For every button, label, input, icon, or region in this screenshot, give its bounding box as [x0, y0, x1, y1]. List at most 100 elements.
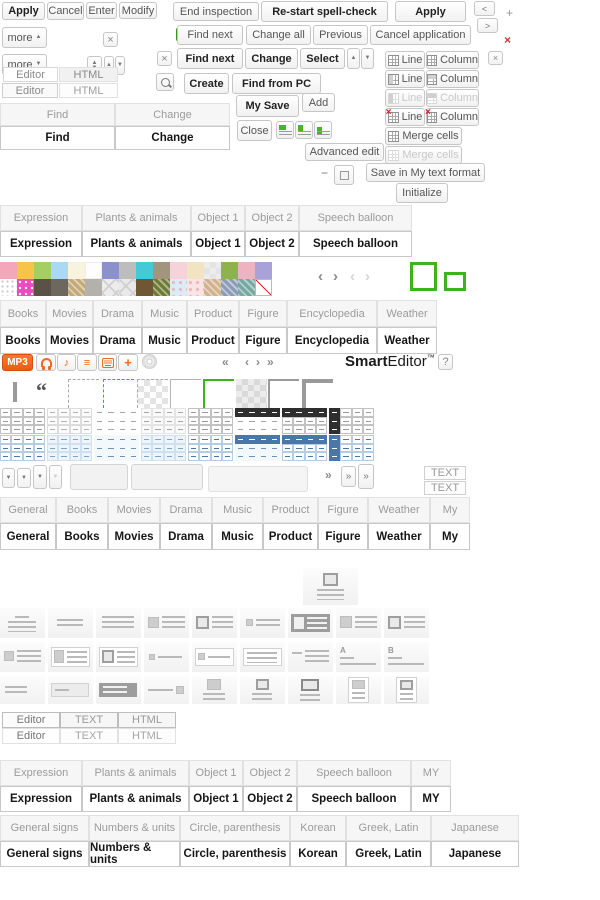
audio-button[interactable] [36, 354, 56, 371]
bg-swatch[interactable] [102, 262, 119, 279]
tab-music[interactable]: Music [142, 300, 187, 327]
layout-thumb[interactable] [288, 676, 333, 704]
find-next-button-bold[interactable]: Find next [177, 48, 243, 69]
bg-swatch[interactable] [153, 262, 170, 279]
table-style-thumb-blue-column[interactable] [329, 435, 374, 461]
layout-thumb[interactable] [0, 676, 45, 704]
music-note-button[interactable]: ♪ [57, 354, 76, 371]
add-media-button[interactable]: + [118, 354, 138, 371]
border-style-thin-gray[interactable] [170, 379, 201, 408]
tab-numbers-units-active[interactable]: Numbers & units [89, 841, 180, 867]
add-button[interactable]: Add [302, 93, 335, 112]
resize-handle-button[interactable] [334, 165, 354, 185]
table-style-thumb[interactable] [188, 408, 233, 434]
plus-icon[interactable]: + [506, 6, 514, 20]
tab-drama-active[interactable]: Drama [93, 327, 142, 354]
border-style-green[interactable] [203, 379, 234, 408]
align-style-1-button[interactable] [276, 121, 294, 139]
bg-swatch-pattern[interactable] [221, 279, 238, 296]
save-my-text-format-button[interactable]: Save in My text format [366, 163, 485, 182]
tab-music-active[interactable]: Music [142, 327, 187, 354]
tab-object1-2[interactable]: Object 1 [189, 760, 243, 786]
tab-object1[interactable]: Object 1 [191, 205, 245, 231]
change-button-bold[interactable]: Change [245, 48, 298, 69]
tab-product[interactable]: Product [187, 300, 239, 327]
tab-greek-latin-active[interactable]: Greek, Latin [346, 841, 431, 867]
tab-product-active[interactable]: Product [187, 327, 239, 354]
tab-books2[interactable]: Books [56, 497, 108, 523]
table-style-thumb-blue[interactable] [47, 435, 92, 461]
tab-general-signs-active[interactable]: General signs [0, 841, 89, 867]
tab-change[interactable]: Change [115, 103, 230, 126]
tab-drama2-active[interactable]: Drama [160, 523, 212, 550]
bg-swatch[interactable] [119, 262, 136, 279]
table-style-thumb-dark-header[interactable] [282, 408, 327, 434]
table-style-thumb-blue[interactable] [141, 435, 186, 461]
tab-product2-active[interactable]: Product [263, 523, 318, 550]
bg-swatch[interactable] [85, 262, 102, 279]
layout-thumb[interactable] [0, 608, 45, 638]
playlist-button[interactable]: ≡ [77, 354, 97, 371]
layout-thumb-image-top[interactable] [303, 568, 358, 605]
tab-greek-latin[interactable]: Greek, Latin [346, 815, 431, 841]
layout-thumb[interactable] [144, 676, 189, 704]
page-next-icon[interactable]: › [333, 268, 338, 285]
layout-thumb[interactable] [288, 642, 333, 672]
bg-swatch[interactable] [187, 262, 204, 279]
align-style-3-button[interactable] [314, 121, 332, 139]
tab-my2[interactable]: MY [411, 760, 451, 786]
bg-swatch-pattern[interactable] [187, 279, 204, 296]
layout-thumb[interactable] [336, 608, 381, 638]
bg-swatch-pattern[interactable] [51, 279, 68, 296]
selection-frame-small[interactable] [444, 272, 466, 291]
tab-figure2-active[interactable]: Figure [318, 523, 368, 550]
tab-object1-active[interactable]: Object 1 [191, 231, 245, 257]
tab-general-active[interactable]: General [0, 523, 56, 550]
layout-thumb[interactable] [336, 676, 381, 704]
tab-plants-animals2[interactable]: Plants & animals [82, 760, 189, 786]
expand-right-button[interactable]: > [477, 18, 498, 33]
layout-thumb[interactable] [144, 642, 189, 672]
bg-swatch-pattern[interactable] [119, 279, 136, 296]
tab-figure2[interactable]: Figure [318, 497, 368, 523]
tab-plants-animals[interactable]: Plants & animals [82, 205, 191, 231]
dropdown-button-2[interactable]: ▼ [17, 468, 31, 488]
cancel-application-button[interactable]: Cancel application [370, 25, 471, 45]
tab-movies2[interactable]: Movies [108, 497, 160, 523]
end-inspection-button[interactable]: End inspection [173, 2, 259, 21]
insert-column-button[interactable]: Column [426, 51, 479, 69]
tab-weather2[interactable]: Weather [368, 497, 430, 523]
next-page-icon[interactable]: › [256, 355, 260, 369]
divider-style-bar[interactable] [13, 382, 17, 402]
spinner-down-button[interactable]: ▼ [115, 56, 125, 75]
switch-editor-2[interactable]: Editor [2, 728, 60, 744]
tab-object1-2-active[interactable]: Object 1 [189, 786, 243, 812]
bg-swatch[interactable] [238, 262, 255, 279]
tab-korean-active[interactable]: Korean [290, 841, 346, 867]
last-page-icon[interactable]: » [267, 355, 274, 369]
table-style-thumb-blue-header[interactable] [235, 435, 280, 461]
my-save-button[interactable]: My Save [236, 95, 299, 117]
close-icon-red[interactable]: × [504, 33, 512, 47]
quote-style-icon[interactable]: “ [36, 378, 47, 403]
select-box-large[interactable] [208, 466, 308, 492]
bg-swatch[interactable] [170, 262, 187, 279]
tab-expression2-active[interactable]: Expression [0, 786, 82, 812]
search-button[interactable] [156, 73, 174, 91]
tab-plants-animals-active[interactable]: Plants & animals [82, 231, 191, 257]
initialize-button[interactable]: Initialize [396, 183, 448, 203]
close-button[interactable]: Close [237, 120, 272, 141]
spinner-up-button-2[interactable]: ▲ [347, 48, 360, 69]
table-style-thumb[interactable] [94, 408, 139, 434]
tab-my[interactable]: My [430, 497, 470, 523]
tab-speech-balloon2-active[interactable]: Speech balloon [297, 786, 411, 812]
table-style-thumb-dark-column[interactable] [329, 408, 374, 434]
bg-swatch-pattern[interactable] [102, 279, 119, 296]
table-style-thumb[interactable] [47, 408, 92, 434]
advanced-edit-button[interactable]: Advanced edit [305, 143, 384, 161]
layout-thumb[interactable] [96, 676, 141, 704]
tab-expression[interactable]: Expression [0, 205, 82, 231]
tab-find-active[interactable]: Find [0, 126, 115, 150]
border-style-dashed-transparent[interactable] [137, 379, 168, 408]
layout-thumb[interactable] [48, 608, 93, 638]
